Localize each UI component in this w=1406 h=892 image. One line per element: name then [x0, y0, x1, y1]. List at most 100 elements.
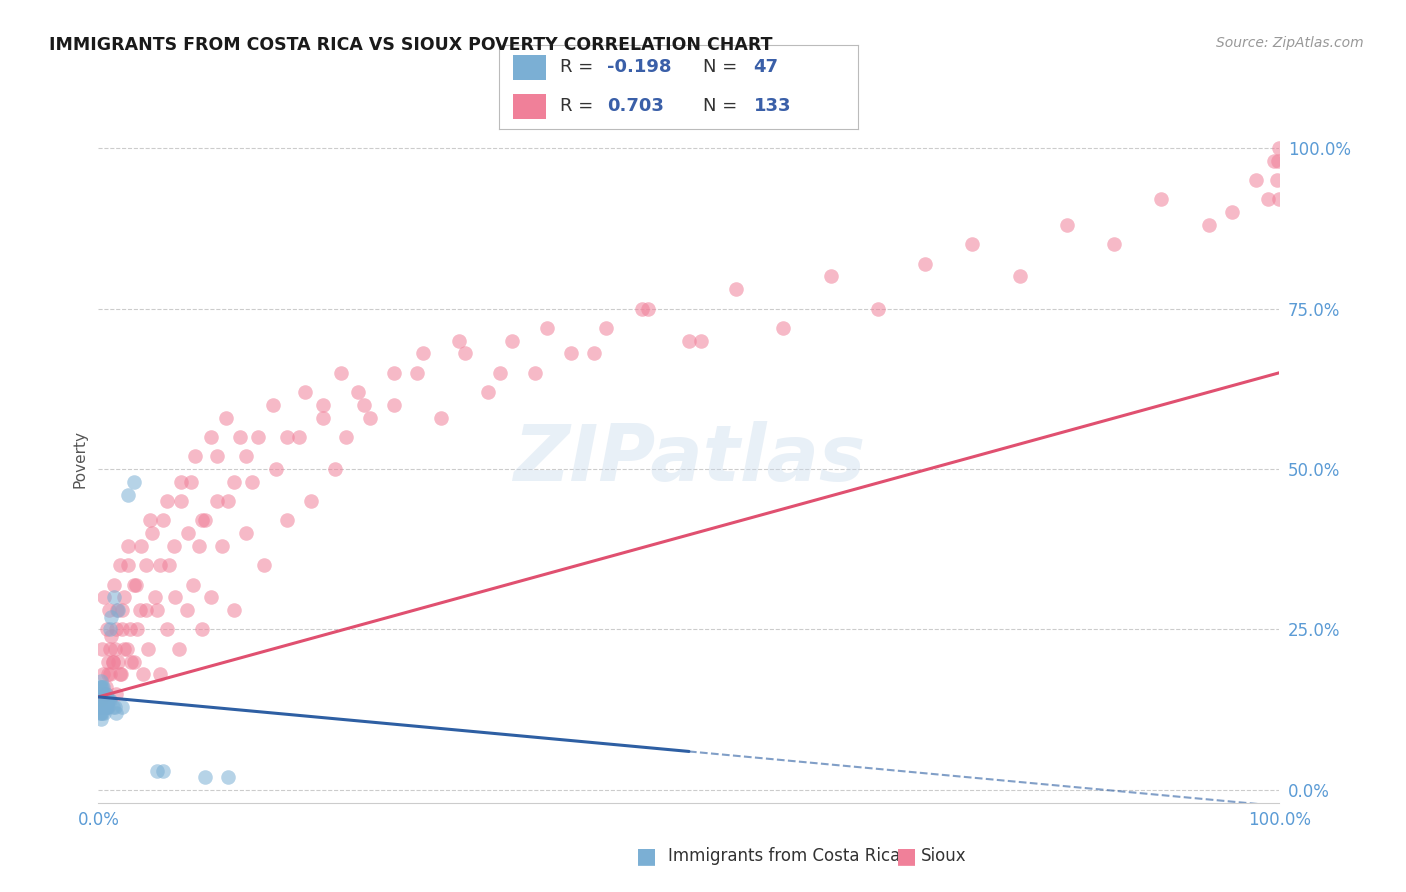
- Point: [560, 346, 582, 360]
- Point: [90, 693, 112, 707]
- Point: [536, 320, 558, 334]
- Point: [157, 558, 180, 573]
- Point: [117, 558, 139, 573]
- Point: [820, 269, 842, 284]
- Point: [187, 539, 209, 553]
- Point: [100, 629, 122, 643]
- Point: [382, 366, 405, 380]
- Point: [217, 770, 239, 784]
- Text: 133: 133: [754, 97, 792, 115]
- Point: [163, 539, 186, 553]
- Point: [91, 687, 114, 701]
- Point: [107, 603, 129, 617]
- Point: [200, 430, 222, 444]
- Point: [294, 384, 316, 399]
- Point: [89, 687, 111, 701]
- Point: [246, 430, 269, 444]
- Point: [90, 687, 112, 701]
- Point: [453, 346, 475, 360]
- Point: [1267, 153, 1289, 168]
- Point: [406, 366, 429, 380]
- Point: [103, 591, 125, 605]
- Point: [125, 577, 148, 591]
- Point: [90, 706, 112, 720]
- Point: [90, 673, 112, 688]
- Point: [127, 623, 149, 637]
- Point: [108, 558, 131, 573]
- Point: [90, 680, 112, 694]
- Point: [181, 577, 204, 591]
- Point: [98, 667, 121, 681]
- Point: [128, 603, 150, 617]
- Point: [108, 667, 131, 681]
- Y-axis label: Poverty: Poverty: [72, 430, 87, 489]
- Point: [111, 623, 134, 637]
- Point: [1244, 173, 1267, 187]
- Point: [93, 706, 115, 720]
- Point: [205, 449, 228, 463]
- Point: [149, 667, 172, 681]
- Point: [191, 513, 214, 527]
- Point: [725, 282, 748, 296]
- Point: [276, 513, 298, 527]
- Point: [91, 641, 114, 656]
- Point: [359, 410, 381, 425]
- Point: [217, 494, 239, 508]
- Point: [262, 398, 284, 412]
- Point: [90, 712, 112, 726]
- Point: [689, 334, 711, 348]
- Point: [90, 693, 112, 707]
- Point: [1198, 218, 1220, 232]
- Point: [94, 680, 117, 694]
- Point: [93, 591, 115, 605]
- Point: [170, 475, 193, 489]
- Point: [962, 237, 984, 252]
- Point: [91, 699, 114, 714]
- Point: [170, 494, 193, 508]
- Point: [224, 475, 246, 489]
- Text: N =: N =: [703, 59, 744, 77]
- Point: [91, 693, 114, 707]
- Point: [91, 680, 114, 694]
- Point: [103, 577, 125, 591]
- Point: [101, 699, 124, 714]
- Point: [205, 494, 228, 508]
- Text: Source: ZipAtlas.com: Source: ZipAtlas.com: [1216, 36, 1364, 50]
- Point: [121, 655, 143, 669]
- Point: [447, 334, 470, 348]
- Point: [235, 449, 257, 463]
- Bar: [513, 94, 546, 120]
- Text: ■: ■: [637, 847, 657, 866]
- Point: [105, 623, 128, 637]
- Point: [264, 462, 287, 476]
- Point: [184, 449, 207, 463]
- Point: [235, 526, 257, 541]
- Point: [122, 577, 145, 591]
- Text: Immigrants from Costa Rica: Immigrants from Costa Rica: [668, 847, 900, 865]
- Point: [678, 334, 700, 348]
- Point: [112, 641, 135, 656]
- Bar: [513, 54, 546, 80]
- Point: [1150, 193, 1173, 207]
- Point: [120, 623, 142, 637]
- Point: [1056, 218, 1078, 232]
- Point: [135, 603, 157, 617]
- Text: N =: N =: [703, 97, 744, 115]
- Point: [524, 366, 547, 380]
- Point: [224, 603, 246, 617]
- Point: [382, 398, 405, 412]
- Point: [146, 603, 169, 617]
- Point: [253, 558, 276, 573]
- Point: [89, 699, 111, 714]
- Text: Sioux: Sioux: [921, 847, 966, 865]
- Point: [152, 513, 174, 527]
- Point: [215, 410, 238, 425]
- Point: [98, 641, 121, 656]
- Point: [143, 591, 166, 605]
- Point: [105, 706, 128, 720]
- Point: [167, 641, 190, 656]
- Point: [91, 699, 114, 714]
- Point: [135, 558, 157, 573]
- Point: [91, 693, 114, 707]
- Point: [94, 699, 117, 714]
